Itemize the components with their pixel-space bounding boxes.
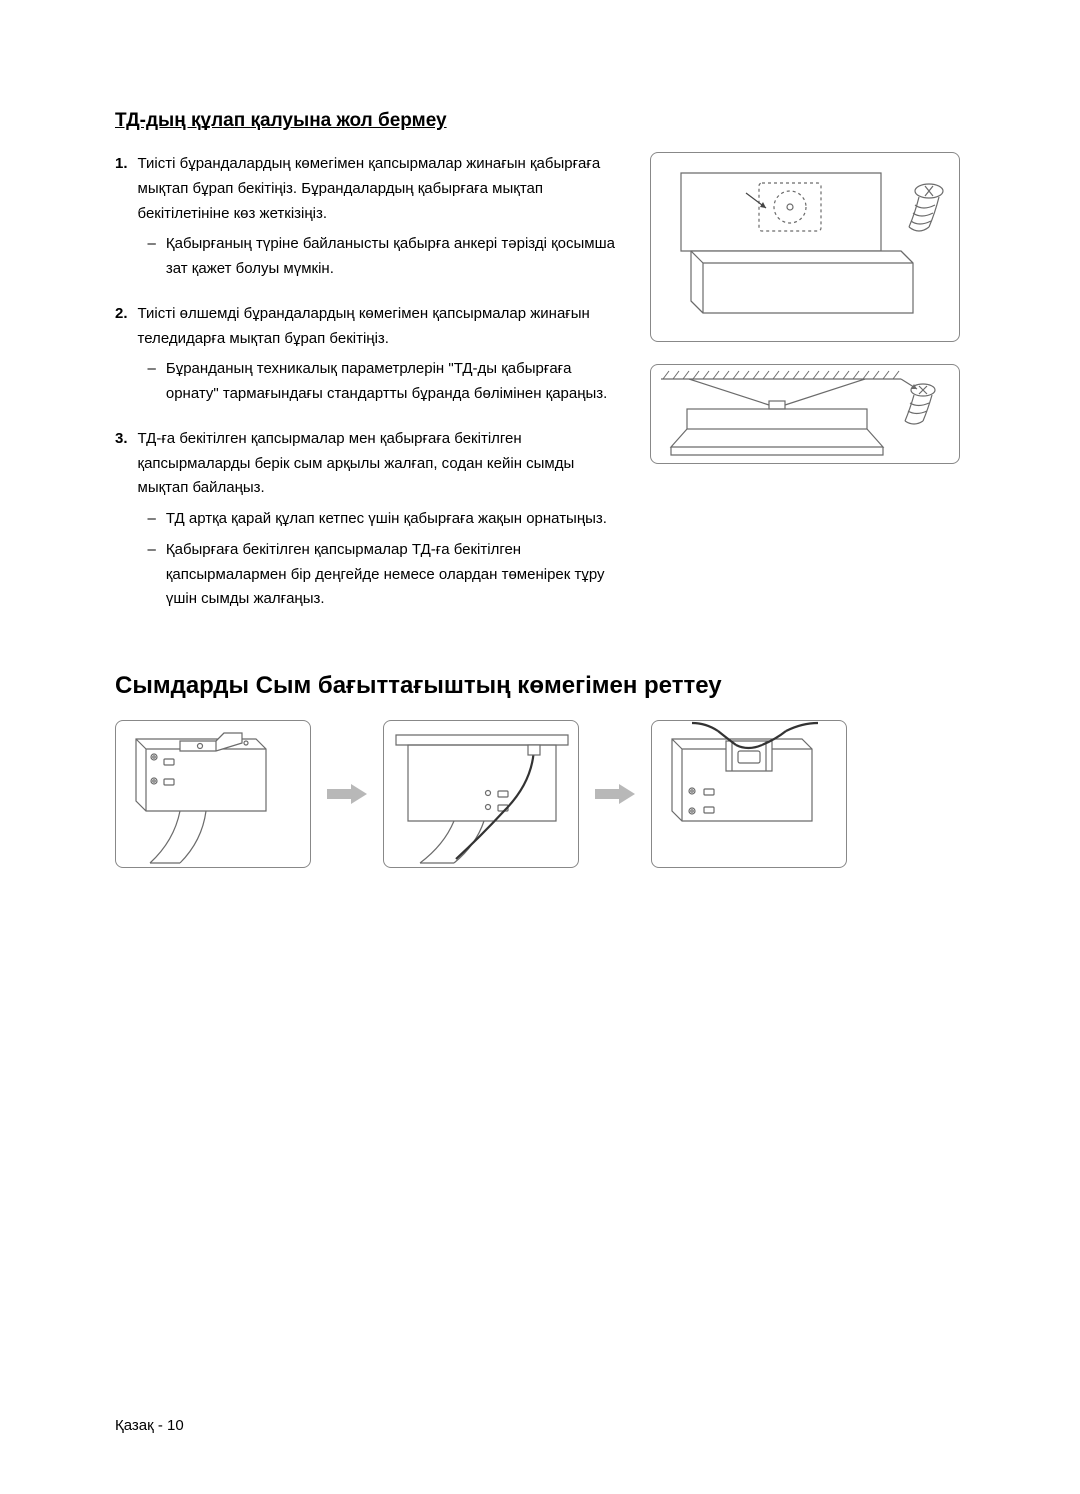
section-title: ТД-дың құлап қалуына жол бермеу	[115, 110, 965, 132]
figure-wall-bracket	[650, 152, 960, 342]
item-number: 3.	[115, 427, 128, 618]
figure-cable-step3	[651, 720, 847, 868]
section-prevent-falling: ТД-дың құлап қалуына жол бермеу 1. Тиіст…	[115, 110, 965, 632]
content-row: 1. Тиісті бұрандалардың көмегімен қапсыр…	[115, 152, 965, 632]
section-title-cables: Сымдарды Сым бағыттағыштың көмегімен рет…	[115, 672, 965, 700]
item-body: Тиісті бұрандалардың көмегімен қапсырмал…	[138, 152, 620, 288]
sub-item: Бұранданың техникалық параметрлерін "ТД-…	[138, 357, 620, 407]
footer-page-number: 10	[167, 1417, 184, 1434]
item-text: Тиісті өлшемді бұрандалардың көмегімен қ…	[138, 305, 590, 347]
figure-column	[650, 152, 960, 464]
figure-cable-step1	[115, 720, 311, 868]
figure-cable-step2	[383, 720, 579, 868]
item-body: ТД-ға бекітілген қапсырмалар мен қабырға…	[138, 427, 620, 618]
item-body: Тиісті өлшемді бұрандалардың көмегімен қ…	[138, 302, 620, 413]
sub-item: ТД артқа қарай құлап кетпес үшін қабырға…	[138, 507, 620, 532]
page-footer: Қазақ - 10	[115, 1417, 184, 1434]
sub-item: Қабырғаға бекітілген қапсырмалар ТД-ға б…	[138, 538, 620, 612]
numbered-list: 1. Тиісті бұрандалардың көмегімен қапсыр…	[115, 152, 620, 618]
sub-item: Қабырғаның түріне байланысты қабырға анк…	[138, 232, 620, 282]
item-number: 1.	[115, 152, 128, 288]
arrow-icon	[325, 780, 369, 808]
list-item: 2. Тиісті өлшемді бұрандалардың көмегіме…	[115, 302, 620, 413]
item-text: ТД-ға бекітілген қапсырмалар мен қабырға…	[138, 430, 575, 497]
sub-list: ТД артқа қарай құлап кетпес үшін қабырға…	[138, 507, 620, 612]
list-item: 3. ТД-ға бекітілген қапсырмалар мен қабы…	[115, 427, 620, 618]
sub-list: Бұранданың техникалық параметрлерін "ТД-…	[138, 357, 620, 407]
item-text: Тиісті бұрандалардың көмегімен қапсырмал…	[138, 155, 601, 222]
arrow-icon	[593, 780, 637, 808]
sub-list: Қабырғаның түріне байланысты қабырға анк…	[138, 232, 620, 282]
item-number: 2.	[115, 302, 128, 413]
footer-language: Қазақ	[115, 1417, 154, 1434]
figure-wall-tether	[650, 364, 960, 464]
cable-figure-row	[115, 720, 965, 868]
text-column: 1. Тиісті бұрандалардың көмегімен қапсыр…	[115, 152, 620, 632]
list-item: 1. Тиісті бұрандалардың көмегімен қапсыр…	[115, 152, 620, 288]
